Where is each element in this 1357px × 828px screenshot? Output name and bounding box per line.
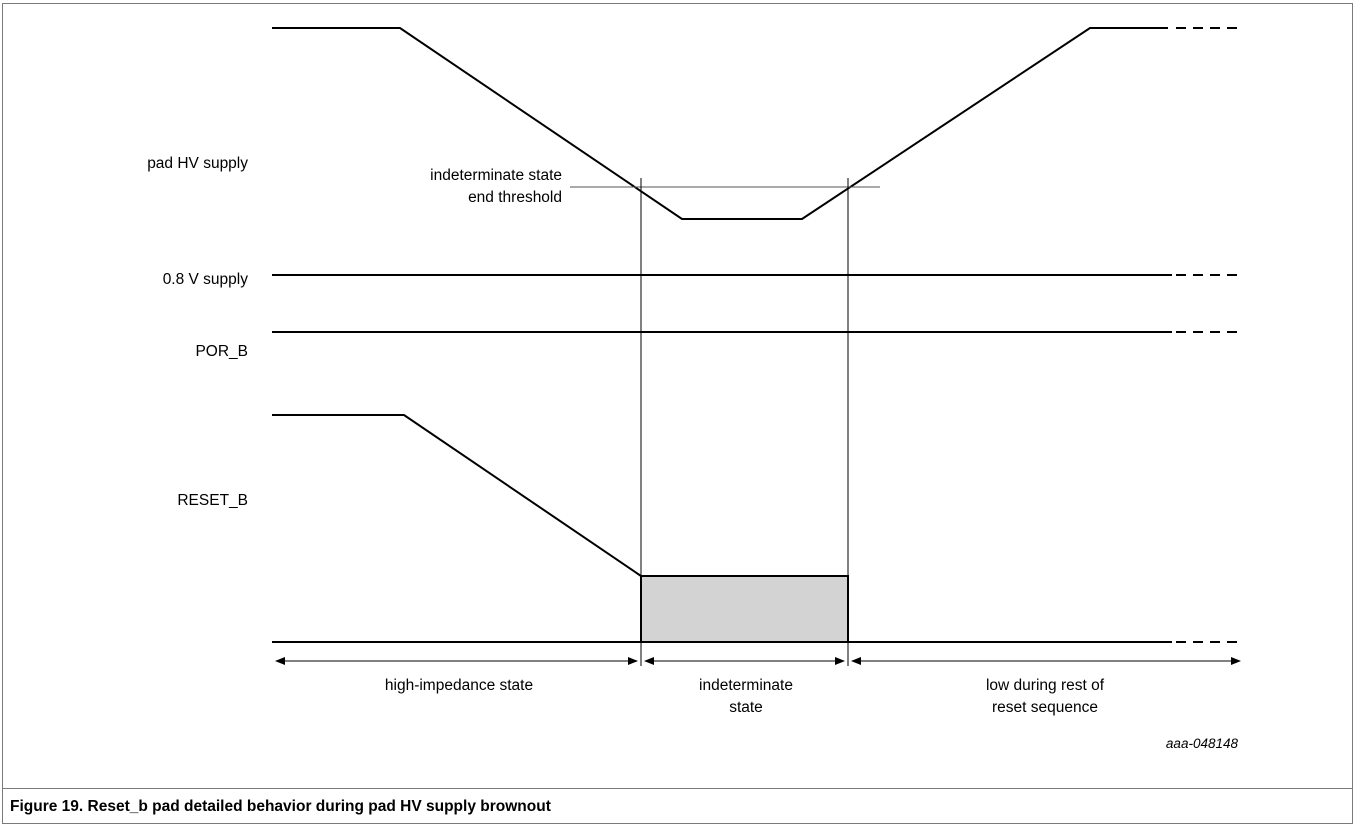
figure-code: aaa-048148 — [1166, 736, 1239, 751]
state-label-low-1: low during rest of — [986, 677, 1105, 694]
label-reset-b: RESET_B — [177, 492, 248, 509]
indeterminate-region — [640, 575, 849, 643]
threshold-label-line2: end threshold — [468, 189, 562, 206]
state-label-high-z: high-impedance state — [385, 677, 533, 694]
label-por-b: POR_B — [195, 343, 248, 360]
figure-caption: Figure 19. Reset_b pad detailed behavior… — [10, 798, 551, 815]
label-v08-supply: 0.8 V supply — [163, 271, 249, 288]
caption-bar: Figure 19. Reset_b pad detailed behavior… — [3, 788, 1352, 823]
reset-b-waveform — [272, 414, 1244, 643]
state-label-low-2: reset sequence — [992, 699, 1098, 716]
threshold-label-line1: indeterminate state — [430, 167, 562, 184]
state-label-indeterminate-1: indeterminate — [699, 677, 793, 694]
state-label-indeterminate-2: state — [729, 699, 763, 716]
label-pad-hv-supply: pad HV supply — [147, 155, 248, 172]
pad-hv-supply-waveform — [272, 27, 1244, 220]
figure-frame — [2, 3, 1353, 824]
